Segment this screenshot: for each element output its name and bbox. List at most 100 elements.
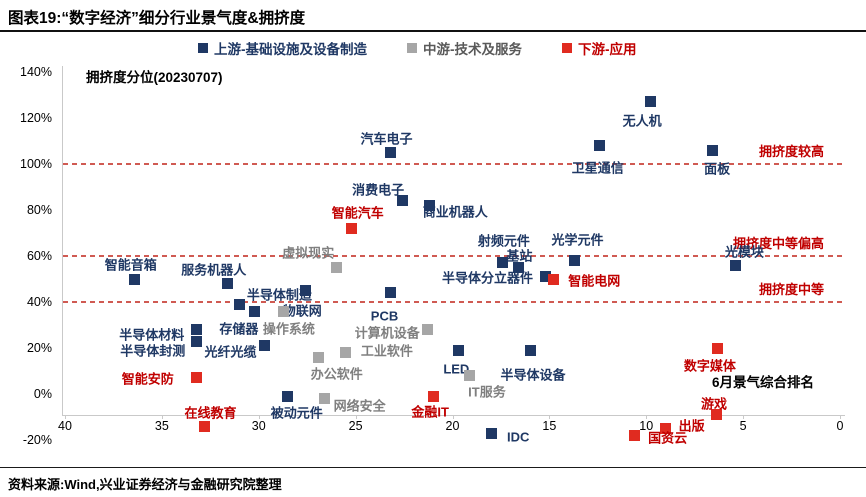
data-point (644, 96, 656, 108)
data-point-label: 半导体材料 (119, 327, 185, 343)
data-point (191, 324, 203, 336)
chart-header: 图表19:“数字经济”细分行业景气度&拥挤度 (0, 0, 866, 32)
data-point (330, 262, 342, 273)
data-point-label: 智能汽车 (331, 205, 384, 221)
chart-title: 图表19:“数字经济”细分行业景气度&拥挤度 (8, 10, 306, 27)
data-point-label: 虚拟现实 (282, 245, 335, 260)
data-point-label: 商业机器人 (422, 204, 488, 220)
source-note: 资料来源:Wind,兴业证券经济与金融研究院整理 (8, 477, 282, 492)
data-point-label: 光纤光缆 (204, 344, 257, 360)
data-point (452, 344, 464, 356)
y-tick-label: 140% (20, 65, 52, 79)
data-point (512, 262, 524, 273)
data-point-label: PCB (370, 308, 399, 324)
data-point-label: 光模块 (724, 244, 764, 260)
data-point-label: 汽车电子 (360, 131, 413, 146)
data-point-label: 金融IT (411, 404, 449, 420)
data-point (594, 140, 606, 152)
x-tick-label: 0 (836, 419, 844, 433)
data-point (129, 273, 141, 285)
x-tick-mark (452, 415, 454, 419)
y-tick-label: -20% (22, 433, 52, 447)
data-point (569, 255, 581, 267)
data-point-label: 无人机 (622, 113, 662, 129)
data-point-label: 射频元件 (477, 233, 530, 249)
data-point-label: 半导体制造 (246, 287, 312, 303)
legend-label-midstream: 中游-技术及服务 (423, 42, 522, 57)
data-point-label: 工业软件 (360, 343, 413, 359)
reference-line (63, 255, 845, 257)
x-tick-mark (840, 415, 841, 419)
y-tick-label: 100% (20, 157, 52, 171)
reference-line-label: 拥挤度较高 (758, 144, 824, 159)
y-tick-label: 40% (26, 295, 52, 309)
data-point (278, 305, 290, 317)
data-point (299, 285, 311, 296)
data-point-label: 半导体封测 (120, 343, 186, 359)
x-axis-line (62, 415, 845, 416)
x-tick-label: 5 (739, 419, 747, 433)
reference-line-label: 拥挤度中等偏高 (732, 236, 824, 251)
data-point-label: 被动元件 (270, 405, 323, 421)
data-point-label: 网络安全 (333, 398, 386, 414)
x-tick-mark (549, 415, 551, 419)
legend-item-midstream: 中游-技术及服务 (407, 38, 522, 58)
data-point (629, 429, 641, 441)
x-axis-title: 6月景气综合排名 (712, 375, 815, 390)
data-point (423, 199, 435, 211)
x-tick-mark (355, 415, 357, 419)
data-point (547, 273, 559, 285)
data-point (340, 347, 352, 359)
data-point (464, 370, 476, 382)
data-point (421, 324, 433, 336)
data-point (319, 393, 331, 405)
data-point (396, 195, 408, 207)
data-point-label: 出版 (678, 418, 705, 433)
y-axis-annotation: 拥挤度分位(20230707) (86, 70, 223, 85)
x-tick-label: 40 (58, 419, 72, 433)
y-tick-label: 60% (26, 249, 52, 263)
data-point (259, 340, 271, 352)
data-point-label: 物联网 (282, 303, 322, 318)
data-point (485, 427, 497, 439)
data-point-label: 计算机设备 (354, 325, 420, 341)
y-axis-line (62, 66, 63, 416)
data-point (191, 335, 203, 347)
data-point-label: 存储器 (219, 321, 259, 337)
x-tick-label: 35 (154, 419, 169, 433)
chart-footer: 资料来源:Wind,兴业证券经济与金融研究院整理 (0, 467, 866, 497)
data-point-label: IDC (507, 429, 530, 445)
legend-swatch-upstream-icon (198, 43, 208, 53)
data-point-label: 消费电子 (352, 182, 405, 198)
legend-label-downstream: 下游-应用 (578, 42, 637, 57)
legend-item-downstream: 下游-应用 (562, 38, 637, 58)
data-point-label: 数字媒体 (683, 358, 736, 374)
data-point-label: IT服务 (468, 384, 506, 400)
x-tick-label: 10 (639, 419, 654, 433)
reference-line-label: 拥挤度中等 (758, 282, 824, 297)
x-tick-mark (65, 415, 66, 419)
legend-swatch-downstream-icon (562, 43, 572, 53)
data-point-label: 面板 (704, 161, 731, 177)
data-point-label: 半导体设备 (500, 367, 566, 383)
data-point (222, 278, 234, 290)
data-point (385, 147, 396, 158)
data-point-label: 操作系统 (262, 321, 315, 337)
data-point-label: 智能电网 (568, 273, 621, 289)
chart-legend: 上游-基础设施及设备制造 中游-技术及服务 下游-应用 (198, 38, 637, 58)
y-tick-label: 20% (26, 341, 52, 355)
data-point (712, 342, 724, 354)
y-tick-label: 80% (26, 203, 52, 217)
data-point (346, 222, 358, 234)
data-point (199, 420, 210, 432)
x-tick-mark (161, 415, 163, 419)
legend-label-upstream: 上游-基础设施及设备制造 (214, 42, 367, 57)
data-point (249, 305, 261, 317)
data-point (385, 287, 396, 299)
data-point-label: 半导体分立器件 (441, 270, 534, 286)
data-point (706, 144, 718, 156)
data-point-label: LED (443, 361, 470, 377)
x-tick-label: 30 (251, 419, 266, 433)
